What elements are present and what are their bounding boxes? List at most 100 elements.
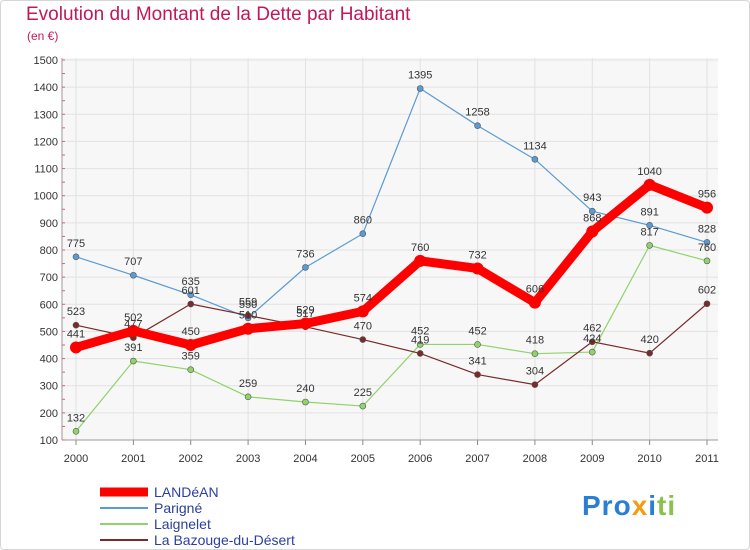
data-label-2: 452: [411, 325, 429, 337]
data-label-2: 259: [239, 378, 257, 390]
series-point-1: [474, 122, 481, 129]
series-point-1: [588, 207, 596, 215]
data-label-1: 736: [296, 248, 314, 260]
series-point-3: [244, 312, 252, 319]
series-point-3: [646, 349, 653, 357]
x-tick-label: 2002: [178, 453, 202, 465]
data-label-3: 601: [182, 285, 200, 297]
series-point-2: [531, 350, 539, 357]
data-label-2: 418: [526, 335, 544, 347]
series-point-3: [187, 300, 195, 308]
proxiti-logo: Proxiti: [582, 490, 677, 521]
series-point-2: [72, 428, 80, 435]
legend-label-3: La Bazouge-du-Désert: [154, 532, 295, 548]
series-point-3: [588, 338, 596, 346]
series-point-2: [187, 366, 195, 374]
series-point-1: [302, 264, 309, 271]
data-label-0: 450: [182, 326, 200, 338]
series-point-0: [471, 262, 484, 275]
data-label-1: 707: [124, 256, 142, 268]
series-point-1: [359, 230, 367, 238]
data-label-0: 606: [526, 284, 544, 296]
plot-area: [62, 58, 718, 440]
data-label-0: 529: [296, 305, 314, 317]
data-label-2: 817: [640, 226, 658, 238]
series-line-1: [75, 87, 708, 319]
series-point-2: [416, 341, 424, 348]
y-tick-label: 200: [40, 408, 58, 420]
y-tick-label: 700: [40, 272, 58, 284]
series-point-3: [531, 381, 539, 388]
data-label-2: 225: [354, 387, 372, 399]
data-label-1: 943: [583, 192, 601, 204]
x-tick-label: 2010: [637, 453, 661, 465]
series-point-3: [72, 321, 80, 329]
data-label-2: 452: [468, 325, 486, 337]
x-tick-label: 2011: [695, 453, 719, 465]
series-point-2: [588, 348, 596, 356]
y-tick-label: 400: [40, 354, 58, 366]
series-point-0: [242, 322, 255, 335]
data-label-2: 132: [67, 412, 85, 424]
y-tick-label: 100: [40, 435, 58, 447]
series-point-0: [356, 305, 369, 318]
series-point-0: [70, 341, 82, 354]
data-label-3: 523: [67, 306, 85, 318]
x-tick-label: 2000: [64, 453, 88, 465]
data-label-1: 550: [239, 299, 257, 311]
legend-label-2: Laignelet: [154, 516, 211, 532]
y-tick-label: 300: [40, 381, 58, 393]
data-label-3: 477: [124, 319, 142, 331]
y-tick-label: 1200: [34, 136, 58, 148]
y-tick-label: 1300: [34, 109, 58, 121]
series-line-0: [71, 180, 712, 352]
data-label-2: 240: [296, 383, 314, 395]
x-tick-label: 2009: [580, 453, 604, 465]
series-point-0: [528, 296, 541, 309]
data-label-1: 891: [640, 206, 658, 218]
chart-title: Evolution du Montant de la Dette par Hab…: [26, 4, 411, 25]
data-label-3: 470: [354, 321, 372, 333]
series-point-0: [586, 225, 599, 238]
x-tick-label: 2005: [351, 453, 375, 465]
series-line-2: [75, 244, 708, 432]
y-tick-label: 1100: [34, 164, 58, 176]
series-point-2: [130, 357, 137, 365]
x-tick-label: 2008: [523, 453, 547, 465]
data-label-1: 635: [182, 276, 200, 288]
chart-subtitle: (en €): [27, 29, 59, 43]
data-label-3: 462: [583, 323, 601, 335]
data-label-0: 732: [468, 249, 486, 261]
data-label-0: 956: [698, 189, 716, 201]
series-point-3: [416, 350, 424, 357]
data-label-1: 1395: [408, 70, 432, 82]
series-point-1: [531, 156, 539, 163]
data-label-2: 391: [124, 342, 142, 354]
y-tick-label: 600: [40, 299, 58, 311]
data-label-3: 559: [239, 296, 257, 308]
data-label-1: 828: [698, 223, 716, 235]
data-label-0: 1040: [637, 166, 661, 178]
data-label-1: 1258: [465, 107, 489, 119]
series-point-3: [359, 336, 367, 343]
series-point-2: [703, 257, 711, 265]
data-label-0: 441: [67, 328, 85, 340]
series-point-0: [701, 201, 713, 214]
data-label-2: 359: [182, 351, 200, 363]
series-point-1: [416, 85, 424, 92]
series-point-0: [127, 324, 140, 337]
data-label-3: 517: [296, 308, 314, 320]
series-point-3: [474, 371, 481, 378]
series-point-3: [703, 300, 711, 308]
series-point-1: [646, 222, 653, 229]
y-tick-label: 1000: [34, 191, 58, 203]
series-line-3: [75, 303, 708, 386]
series-point-2: [244, 393, 252, 401]
x-tick-label: 2006: [408, 453, 432, 465]
y-tick-label: 900: [40, 218, 58, 230]
x-tick-label: 2003: [236, 453, 260, 465]
data-label-2: 424: [583, 333, 601, 345]
series-point-2: [646, 242, 653, 249]
series-point-2: [302, 398, 309, 406]
legend-label-0: LANDéAN: [154, 484, 219, 500]
